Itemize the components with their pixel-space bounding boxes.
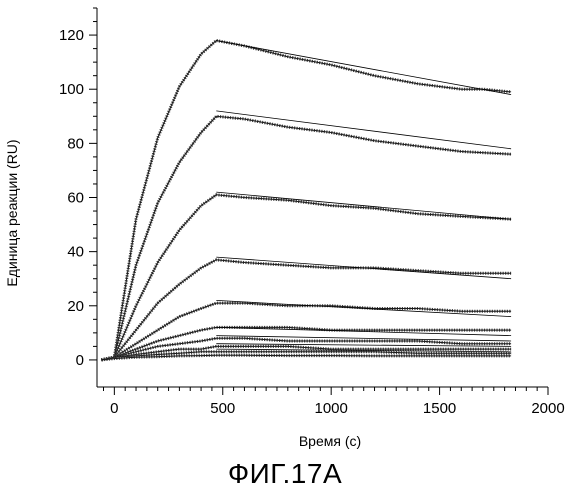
x-tick-label: 0 [110, 400, 118, 417]
x-tick-label: 2000 [531, 400, 564, 417]
fit-line-1 [216, 41, 511, 95]
plot-area [101, 41, 511, 360]
series-core-3 [101, 195, 511, 360]
series-core-2 [101, 116, 511, 360]
y-tick-label: 60 [67, 190, 84, 207]
fit-line-2 [216, 111, 511, 149]
x-tick-label: 1500 [423, 400, 456, 417]
figure-caption: ФИГ.17А [0, 458, 570, 490]
fit-line-7 [216, 336, 511, 341]
fit-line-3 [216, 192, 511, 219]
series-line-3 [101, 195, 511, 360]
y-tick-label: 120 [59, 27, 84, 44]
y-tick-label: 80 [67, 135, 84, 152]
y-axis-label: Единица реакции (RU) [4, 139, 20, 286]
series-line-2 [101, 116, 511, 360]
series-core-10 [101, 355, 511, 360]
y-tick-label: 100 [59, 81, 84, 98]
x-axis-label: Время (с) [299, 433, 361, 449]
y-tick-label: 40 [67, 244, 84, 261]
y-tick-label: 0 [76, 352, 84, 369]
fit-line-5 [216, 300, 511, 316]
fit-line-4 [216, 257, 511, 279]
x-tick-label: 500 [210, 400, 235, 417]
x-tick-label: 1000 [314, 400, 347, 417]
y-tick-label: 20 [67, 298, 84, 315]
